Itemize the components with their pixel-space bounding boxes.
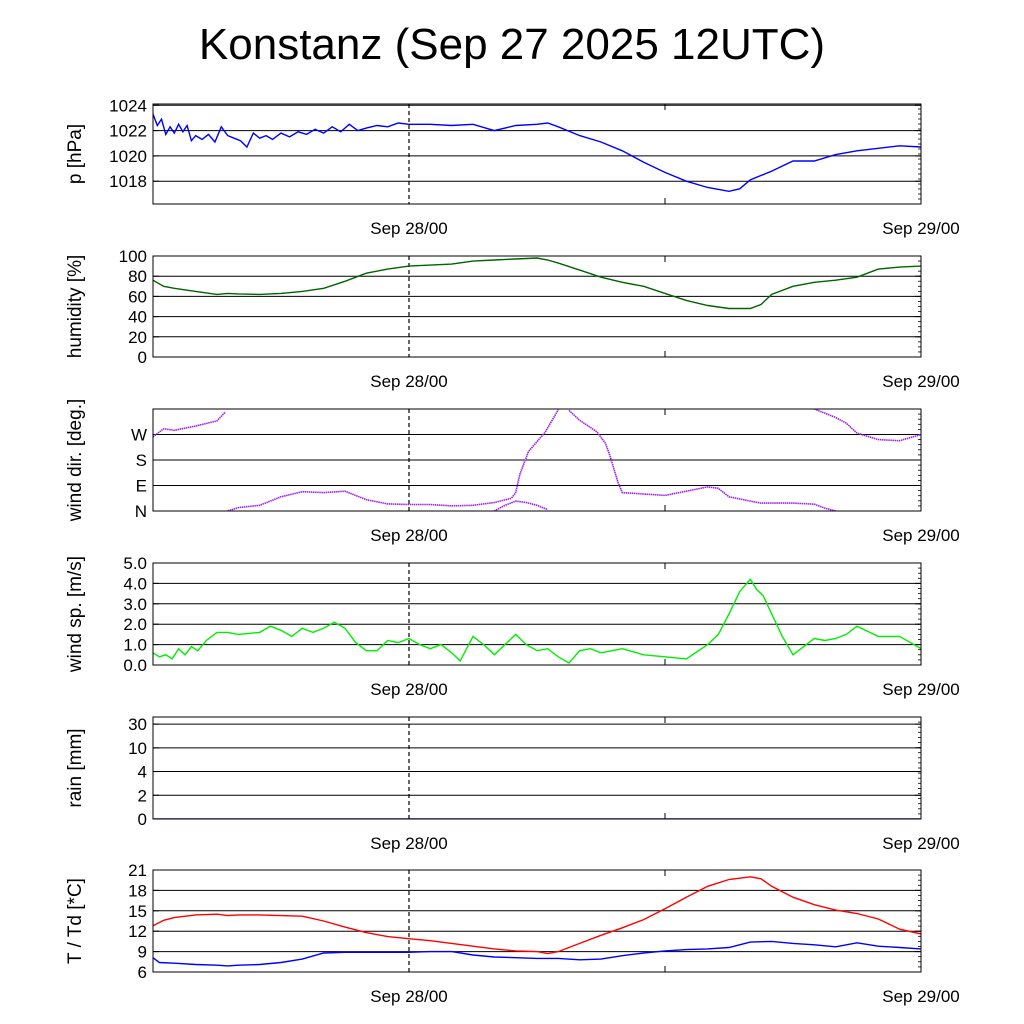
x-tick-label: Sep 29/00: [882, 526, 960, 545]
y-tick-label: 0: [138, 348, 147, 367]
series-line: [153, 940, 921, 967]
wind-dir-segment: [814, 409, 921, 442]
series-line: [153, 578, 921, 664]
x-tick-label: Sep 28/00: [370, 987, 448, 1006]
x-tick-label: Sep 28/00: [370, 834, 448, 853]
y-tick-label: 0: [138, 810, 147, 829]
y-tick-label: E: [136, 477, 147, 496]
y-axis-label: p [hPa]: [65, 124, 86, 184]
y-tick-label: 60: [128, 287, 147, 306]
y-tick-label: 1020: [109, 147, 147, 166]
y-tick-label: N: [135, 502, 147, 521]
panel-4: 0.01.0 2.03.0 4.05.0 Sep 28/00 Sep 29/00 wind…: [65, 554, 960, 699]
y-tick-label: 1018: [109, 172, 147, 191]
x-tick-label: Sep 29/00: [882, 834, 960, 853]
y-tick-label: 2.0: [123, 615, 147, 634]
y-tick-label: 20: [128, 328, 147, 347]
y-tick-label: 1024: [109, 96, 147, 115]
y-tick-label: 40: [128, 308, 147, 327]
y-tick-label: 30: [128, 715, 147, 734]
y-tick-label: 12: [128, 922, 147, 941]
plot-frame: [152, 408, 922, 512]
y-tick-label: 80: [128, 267, 147, 286]
y-axis-label: wind sp. [m/s]: [65, 556, 86, 673]
wind-dir-segment: [227, 409, 559, 511]
plot-frame: [152, 869, 922, 973]
series-line: [153, 876, 921, 955]
y-tick-label: 0.0: [123, 656, 147, 675]
plot-frame: [152, 255, 922, 358]
plot-frame: [152, 716, 922, 820]
y-tick-label: 4.0: [123, 574, 147, 593]
panel-1: 1018 1020 1022 1024 Sep 28/00 Sep 29/00 p [hPa…: [65, 96, 960, 238]
series-line: [153, 257, 921, 310]
y-tick-label: 15: [128, 902, 147, 921]
y-axis-label: wind dir. [deg.]: [65, 399, 86, 523]
series-line: [153, 113, 921, 193]
y-tick-label: 3.0: [123, 595, 147, 614]
y-tick-label: 6: [138, 963, 147, 982]
y-tick-label: W: [131, 426, 147, 445]
y-axis-label: humidity [%]: [65, 255, 86, 358]
y-tick-label: 4: [138, 763, 147, 782]
x-tick-label: Sep 28/00: [370, 372, 448, 391]
wind-dir-segment: [493, 500, 548, 511]
y-tick-label: 21: [128, 861, 147, 880]
y-axis-label: T / Td [*C]: [65, 878, 86, 964]
x-tick-label: Sep 28/00: [370, 219, 448, 238]
wind-dir-segment: [153, 411, 227, 438]
y-tick-label: 5.0: [123, 554, 147, 573]
y-tick-label: 10: [128, 739, 147, 758]
y-tick-label: 2: [138, 786, 147, 805]
x-tick-label: Sep 29/00: [882, 680, 960, 699]
panel-5: 0 2 4 10 30 Sep 28/00 Sep 29/00 rain [mm]: [65, 715, 960, 853]
plot-frame: [152, 562, 922, 666]
y-tick-label: 9: [138, 943, 147, 962]
y-axis-label: rain [mm]: [65, 728, 86, 807]
wind-dir-segment: [568, 409, 836, 511]
y-tick-label: 18: [128, 881, 147, 900]
plot-frame: [152, 103, 922, 205]
x-tick-label: Sep 28/00: [370, 680, 448, 699]
x-tick-label: Sep 29/00: [882, 987, 960, 1006]
chart-title: Konstanz (Sep 27 2025 12UTC): [198, 20, 826, 69]
x-tick-label: Sep 29/00: [882, 372, 960, 391]
y-tick-label: S: [136, 451, 147, 470]
y-tick-label: 100: [119, 247, 147, 266]
x-tick-label: Sep 29/00: [882, 219, 960, 238]
y-tick-label: 1022: [109, 122, 147, 141]
y-tick-label: 1.0: [123, 636, 147, 655]
x-tick-label: Sep 28/00: [370, 526, 448, 545]
